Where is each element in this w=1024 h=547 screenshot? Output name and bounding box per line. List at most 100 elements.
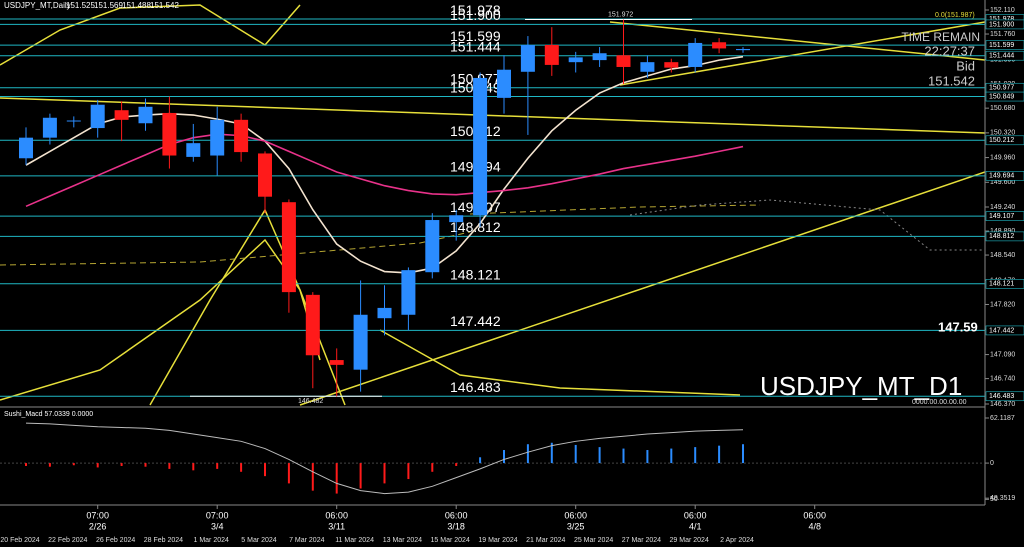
candle-body (497, 69, 511, 98)
x-day-label: 3/25 (567, 521, 585, 531)
x-time-label: 06:00 (803, 510, 826, 520)
level-tag (985, 325, 1024, 336)
x-date-label: 13 Mar 2024 (383, 537, 422, 544)
x-day-label: 3/18 (447, 521, 465, 531)
x-time-label: 07:00 (206, 510, 229, 520)
candle-body (712, 42, 727, 49)
level-tag-label: 151.444 (989, 53, 1014, 60)
y-tick-label: 148.890 (990, 228, 1015, 235)
band (0, 4, 301, 66)
moving-average (25, 133, 744, 208)
level-tag-label: 149.694 (989, 173, 1014, 180)
level-label: 147.442 (450, 313, 501, 329)
x-date-label: 27 Mar 2024 (622, 537, 661, 544)
x-date-label: 22 Feb 2024 (48, 537, 87, 544)
x-date-label: 11 Mar 2024 (335, 537, 374, 544)
x-date-label: 19 Mar 2024 (478, 537, 517, 544)
bid-price: 151.542 (928, 73, 975, 88)
y-tick-label: 150.320 (990, 130, 1015, 137)
level-tag-label: 146.483 (989, 393, 1014, 400)
trendline (299, 171, 985, 406)
candle-body (90, 104, 105, 129)
candle-body (210, 119, 225, 156)
level-tag-label: 151.900 (989, 21, 1014, 28)
x-date-label: 7 Mar 2024 (289, 537, 325, 544)
level-tag (985, 40, 1024, 50)
x-day-label: 3/4 (211, 521, 224, 531)
candle-body (544, 45, 559, 65)
y-tick-label: 149.960 (990, 154, 1015, 161)
candle-body (281, 202, 296, 293)
trendline (0, 97, 985, 134)
level-tag-label: 147.442 (989, 327, 1014, 334)
y-tick-label: 150.680 (990, 105, 1015, 112)
x-date-label: 2 Apr 2024 (720, 537, 754, 544)
x-day-label: 4/8 (808, 521, 821, 531)
fib-label: 0.0(151.987) (935, 12, 975, 19)
candle-body (616, 55, 631, 67)
level-label: 151.978 (450, 2, 501, 18)
level-tag (985, 50, 1024, 61)
candle-body (592, 53, 607, 61)
trendline (609, 21, 985, 61)
level-tag-label: 148.121 (989, 281, 1014, 288)
y-tick-label: 147.090 (990, 351, 1015, 358)
x-date-label: 25 Mar 2024 (574, 537, 613, 544)
candle-body (425, 220, 440, 273)
candle-body (664, 62, 679, 68)
candle-body (66, 120, 81, 122)
x-time-label: 06:00 (684, 510, 707, 520)
level-tag-label: 151.978 (989, 16, 1014, 23)
y-tick-label: 152.110 (990, 7, 1015, 14)
trendlines (0, 4, 985, 406)
header-ohlc: 151.569 (94, 1, 123, 10)
candle-body (401, 270, 416, 315)
level-tag (985, 171, 1024, 181)
y-tick-label: 148.540 (990, 252, 1015, 259)
symbol-label: USDJPY_MT_D1 (760, 371, 962, 401)
date-stub: 0000.00.00.00.00 (912, 399, 967, 406)
level-label: 151.900 (450, 7, 501, 23)
level-label: 151.444 (450, 38, 501, 54)
level-tag-label: 150.977 (989, 85, 1014, 92)
y-tick-label: 151.760 (990, 31, 1015, 38)
x-day-label: 4/1 (689, 521, 702, 531)
x-date-label: 28 Feb 2024 (144, 537, 183, 544)
y-tick-label: 62.1187 (990, 415, 1015, 422)
candle-body (186, 143, 201, 157)
level-label: 151.599 (450, 28, 501, 44)
time-remain: 22:27:37 (924, 43, 975, 58)
x-date-label: 21 Mar 2024 (526, 537, 565, 544)
time-remain-title: TIME REMAIN (901, 30, 980, 44)
candle-body (162, 112, 177, 156)
price-pane: 151.978151.900151.599151.444150.977150.8… (0, 2, 985, 405)
x-time-label: 06:00 (445, 510, 468, 520)
y-tick-label: 0 (990, 460, 994, 467)
y-tick-label: 149.600 (990, 179, 1015, 186)
candle-body (377, 307, 392, 319)
y-tick-label: 48.3519 (990, 495, 1015, 502)
x-day-label: 2/26 (89, 521, 107, 531)
y-tick-label: 146.740 (990, 375, 1015, 382)
header-ohlc: 151.525 (66, 1, 95, 10)
cloud (629, 199, 985, 251)
right-price: 147.59 (938, 320, 978, 335)
high-marker-label: 151.972 (608, 11, 633, 18)
candle-body (520, 45, 535, 72)
level-tag-label: 148.812 (989, 233, 1014, 240)
candle-body (353, 314, 368, 370)
band (469, 204, 761, 215)
y-tick-label: 147.820 (990, 301, 1015, 308)
header-ohlc: 151.542 (150, 1, 179, 10)
low-marker-label: 146.482 (298, 398, 323, 405)
x-time-label: 06:00 (325, 510, 348, 520)
level-tag-label: 150.849 (989, 93, 1014, 100)
bid-label: Bid (956, 58, 975, 73)
band (379, 329, 741, 396)
candle-body (19, 137, 33, 159)
band (0, 231, 471, 266)
x-time-label: 06:00 (564, 510, 587, 520)
level-tag (985, 135, 1024, 146)
level-tag (985, 231, 1024, 242)
